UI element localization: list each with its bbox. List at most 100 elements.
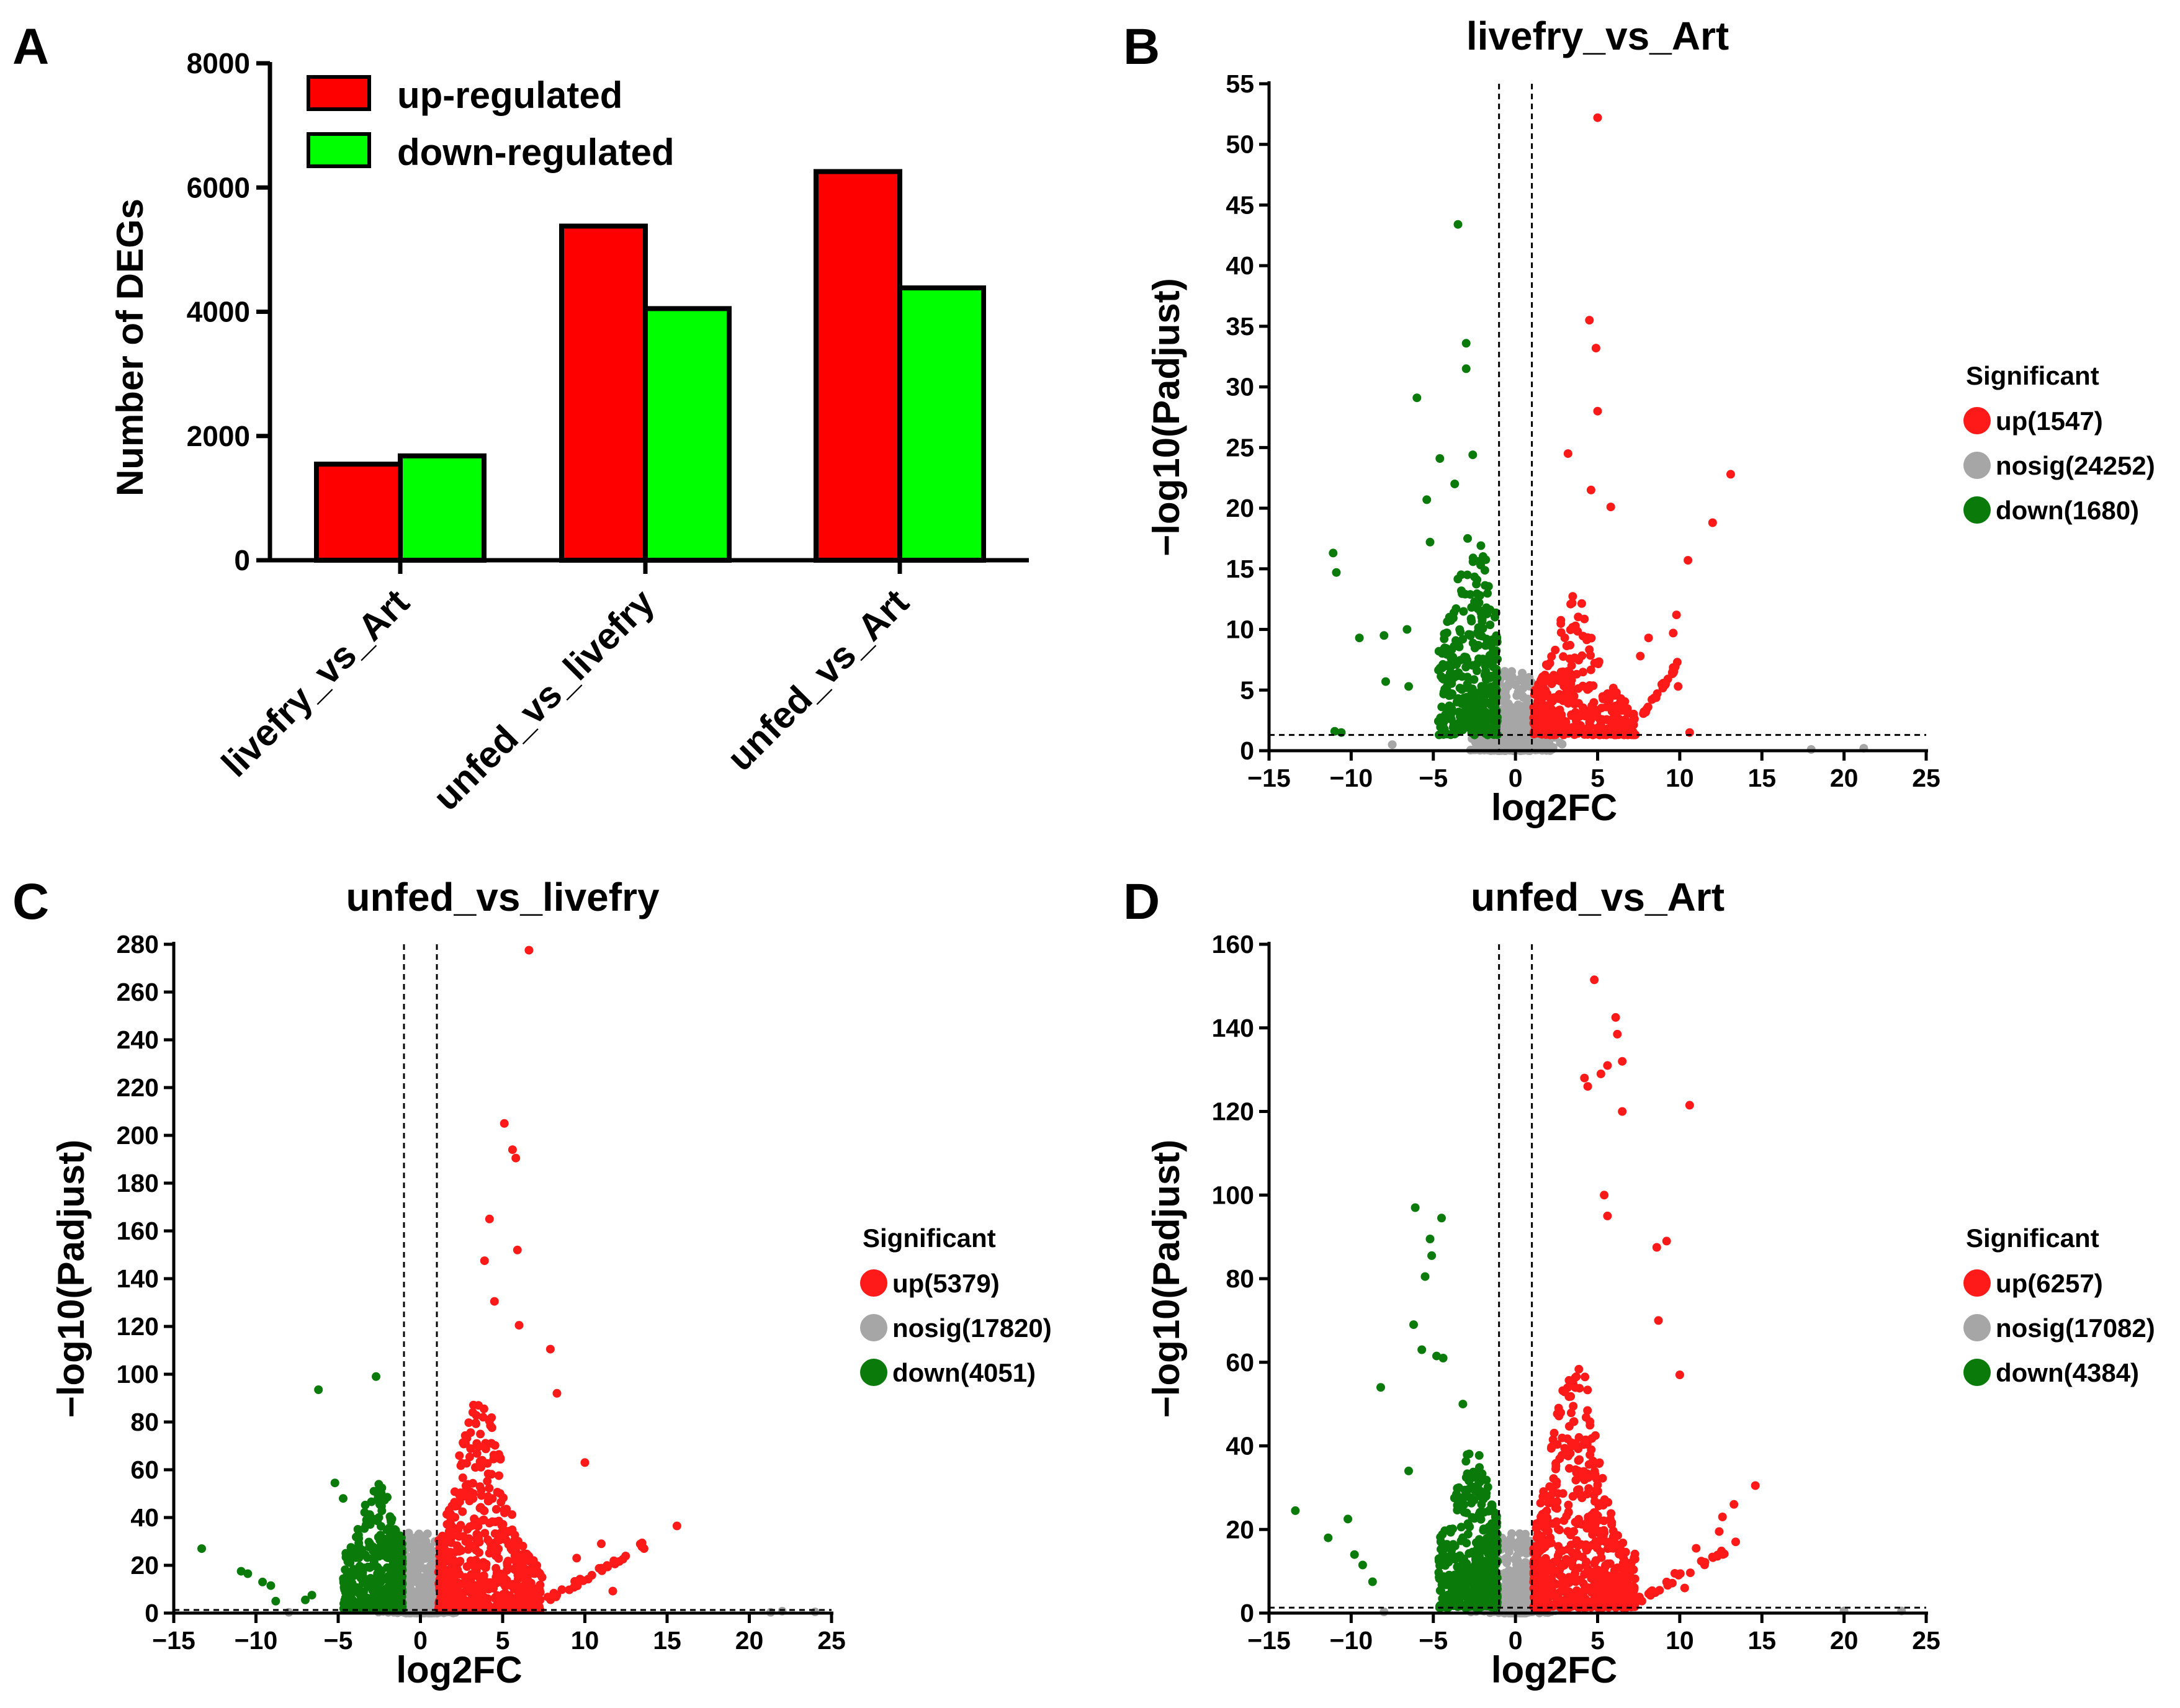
point-up — [494, 1554, 503, 1563]
point-down — [1452, 1490, 1461, 1499]
x-tick-label: −15 — [1247, 1626, 1291, 1655]
point-up — [469, 1489, 478, 1498]
point-down — [372, 1372, 380, 1381]
point-nosig — [1512, 708, 1520, 717]
point-up — [1685, 1101, 1694, 1110]
point-up — [1547, 652, 1556, 661]
point-down — [1460, 652, 1469, 661]
point-up — [502, 1566, 511, 1575]
point-down — [385, 1550, 395, 1560]
point-up — [1593, 1480, 1602, 1490]
x-tick-label: −10 — [1330, 1626, 1373, 1655]
point-up — [467, 1557, 477, 1567]
bar-down-unfed_vs_livefry — [643, 306, 732, 563]
point-up — [565, 1585, 574, 1594]
point-down — [1447, 679, 1456, 688]
panel-letter-a: A — [12, 19, 49, 75]
legend-swatch-down — [307, 132, 371, 168]
bar-up-unfed_vs_Art — [814, 169, 902, 563]
y-tick-label: 140 — [1212, 1014, 1254, 1042]
point-down — [1474, 598, 1484, 607]
point-up — [1589, 704, 1599, 713]
point-up — [500, 1505, 509, 1514]
point-down — [236, 1567, 246, 1576]
point-up — [1596, 1547, 1605, 1557]
point-up — [1545, 659, 1554, 668]
legend-label-down: down-regulated — [397, 132, 675, 173]
point-up — [1586, 1450, 1595, 1459]
point-up — [472, 1566, 481, 1575]
point-down — [1478, 655, 1487, 664]
point-up — [1672, 658, 1682, 667]
point-up — [508, 1510, 517, 1519]
point-down — [1457, 685, 1466, 694]
point-down — [1332, 568, 1341, 577]
point-up — [491, 1576, 501, 1586]
point-up — [458, 1473, 467, 1482]
point-up — [464, 1418, 473, 1428]
point-up — [469, 1598, 478, 1607]
y-tick-label: 240 — [117, 1026, 159, 1054]
point-up — [1550, 693, 1559, 702]
point-up — [1531, 712, 1540, 721]
x-tick-label: −5 — [1419, 1626, 1448, 1655]
point-up — [1564, 1508, 1573, 1517]
point-down — [354, 1600, 364, 1609]
point-nosig — [424, 1586, 433, 1595]
point-up — [455, 1497, 464, 1506]
point-up — [1599, 1516, 1608, 1526]
point-up — [1613, 1029, 1622, 1039]
point-up — [1532, 687, 1541, 696]
point-up — [1541, 707, 1550, 717]
point-down — [1469, 1469, 1479, 1477]
point-up — [467, 1589, 476, 1598]
y-tick-label: 5 — [1240, 676, 1254, 704]
point-nosig — [1504, 713, 1514, 723]
point-up — [455, 1544, 465, 1554]
point-down — [1402, 625, 1412, 634]
point-up — [524, 946, 534, 955]
category-label: unfed_vs_Art — [719, 581, 917, 779]
point-down — [1453, 1599, 1462, 1608]
point-up — [1585, 316, 1594, 325]
point-down — [1469, 1495, 1479, 1505]
point-up — [1569, 1527, 1579, 1536]
y-tick-label: 45 — [1226, 190, 1254, 219]
point-down — [1474, 631, 1484, 640]
chart-title: unfed_vs_livefry — [346, 875, 660, 919]
point-down — [1453, 694, 1463, 703]
point-down — [1468, 1513, 1477, 1522]
point-down — [1436, 1532, 1445, 1542]
point-down — [1445, 612, 1454, 622]
point-up — [1715, 1527, 1724, 1536]
point-up — [1558, 1578, 1567, 1588]
point-down — [1473, 666, 1481, 676]
point-up — [1603, 1211, 1612, 1220]
legend-label-up: up(5379) — [892, 1269, 1000, 1298]
point-up — [1614, 714, 1623, 723]
point-down — [1425, 537, 1435, 547]
point-down — [1486, 605, 1495, 614]
point-nosig — [1512, 1590, 1522, 1599]
point-down — [1453, 1562, 1462, 1572]
point-nosig — [1483, 738, 1492, 747]
point-down — [1490, 1529, 1499, 1539]
point-up — [1566, 1408, 1576, 1418]
point-down — [1438, 660, 1448, 669]
point-up — [536, 1580, 545, 1590]
point-down — [1442, 1598, 1451, 1607]
point-up — [1563, 449, 1572, 458]
point-nosig — [1507, 673, 1516, 682]
point-nosig — [1518, 715, 1528, 724]
point-up — [1606, 503, 1615, 512]
point-up — [672, 1521, 681, 1531]
x-tick-label: 0 — [1509, 764, 1523, 792]
point-up — [1594, 660, 1603, 668]
point-up — [1565, 654, 1574, 663]
point-up — [472, 1439, 482, 1448]
y-tick-label: 60 — [1226, 1348, 1254, 1377]
point-up — [1574, 1485, 1584, 1494]
point-up — [1579, 1587, 1589, 1596]
point-down — [1330, 727, 1339, 736]
point-down — [396, 1550, 405, 1560]
